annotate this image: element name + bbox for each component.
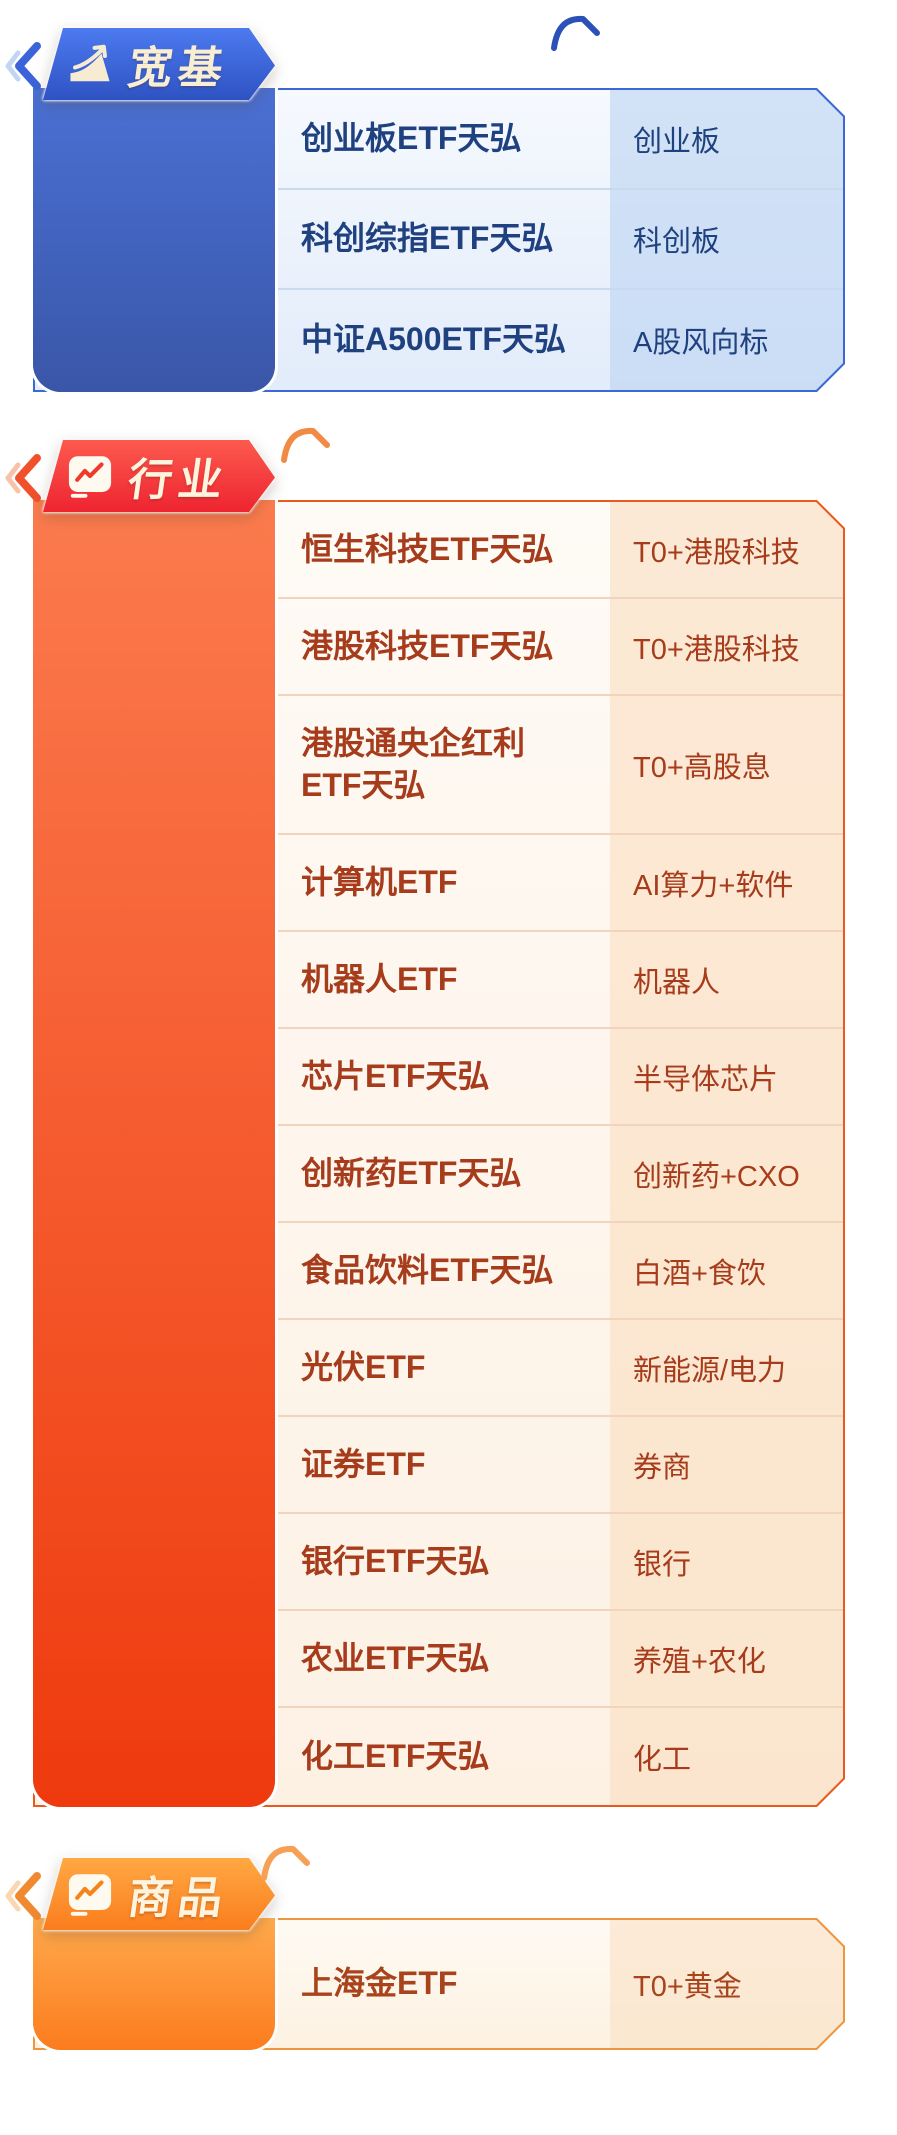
etf-tag: 化工 [633, 1743, 692, 1776]
section-title: 行业 [124, 456, 232, 505]
line-chart-icon [67, 1871, 113, 1917]
etf-name: 创业板ETF天弘 [275, 90, 610, 190]
etf-name: 科创综指ETF天弘 [275, 190, 610, 290]
double-chevron-decoration [5, 454, 41, 502]
section-badge: 宽基 [33, 28, 275, 100]
code-column-background [33, 500, 275, 1807]
tag-column-tint [610, 90, 843, 390]
section-table-frame: 159977 创业板ETF天弘 创业板 589860 科创综指ETF天弘 科创板… [33, 88, 845, 392]
section-header: 行业 [5, 427, 845, 512]
tag-column-tint [610, 1920, 843, 2048]
section-header: 宽基 [5, 15, 845, 100]
etf-name: 芯片ETF天弘 [275, 1029, 610, 1126]
etf-name: 创新药ETF天弘 [275, 1126, 610, 1223]
etf-name: 港股科技ETF天弘 [275, 599, 610, 696]
etf-name: 上海金ETF [301, 1965, 458, 2002]
etf-name: 恒生科技ETF天弘 [275, 502, 610, 599]
corner-hook-decoration [551, 15, 600, 51]
etf-section-broad: 宽基 159977 创业板ETF天弘 创业板 589860 科创综指ETF天弘 … [5, 15, 845, 392]
section-table-frame: 159830 上海金ETF T0+黄金 [33, 1918, 845, 2050]
etf-tag: 半导体芯片 [610, 1029, 843, 1126]
etf-tag: 机器人 [610, 932, 843, 1029]
etf-tag: 新能源/电力 [610, 1320, 843, 1417]
section-badge: 行业 [33, 440, 275, 512]
etf-section-commodity: 商品 159830 上海金ETF T0+黄金 [5, 1845, 845, 2050]
etf-tag: 券商 [610, 1417, 843, 1514]
etf-tag: 创新药+CXO [610, 1126, 843, 1223]
line-chart-icon [67, 453, 113, 499]
section-title: 宽基 [124, 44, 232, 93]
etf-name: 中证A500ETF天弘 [301, 321, 566, 358]
trend-up-icon [67, 41, 113, 87]
section-table-frame: 520920 恒生科技ETF天弘 T0+港股科技 159128 港股科技ETF天… [33, 500, 845, 1807]
section-table: 159977 创业板ETF天弘 创业板 589860 科创综指ETF天弘 科创板… [35, 90, 843, 390]
code-column-background [33, 1918, 275, 2050]
etf-name: 证券ETF [275, 1417, 610, 1514]
etf-name: 港股通央企红利ETF天弘 [275, 696, 610, 835]
etf-name: 银行ETF天弘 [275, 1514, 610, 1611]
etf-name: 机器人ETF [275, 932, 610, 1029]
etf-tag: A股风向标 [633, 327, 769, 359]
etf-tag: 银行 [610, 1514, 843, 1611]
etf-tag: T0+高股息 [610, 696, 843, 835]
etf-tag: 养殖+农化 [610, 1611, 843, 1708]
etf-tag: T0+港股科技 [610, 502, 843, 599]
etf-name: 农业ETF天弘 [275, 1611, 610, 1708]
etf-tag: T0+黄金 [633, 1971, 742, 2003]
corner-hook-decoration [281, 427, 330, 463]
section-badge: 商品 [33, 1858, 275, 1930]
etf-tag: 创业板 [610, 90, 843, 190]
etf-tag: 白酒+食饮 [610, 1223, 843, 1320]
tag-column-tint [610, 502, 843, 1805]
etf-tag: T0+港股科技 [610, 599, 843, 696]
code-column-background [33, 88, 275, 392]
etf-tag: 科创板 [610, 190, 843, 290]
corner-hook-decoration [261, 1845, 310, 1881]
double-chevron-decoration [5, 1872, 41, 1920]
etf-name: 光伏ETF [275, 1320, 610, 1417]
etf-tag: AI算力+软件 [610, 835, 843, 932]
etf-name: 食品饮料ETF天弘 [275, 1223, 610, 1320]
etf-name: 化工ETF天弘 [301, 1737, 490, 1774]
etf-section-industry: 行业 520920 恒生科技ETF天弘 T0+港股科技 159128 港股科技E… [5, 427, 845, 1807]
double-chevron-decoration [5, 42, 41, 90]
section-header: 商品 [5, 1845, 845, 1930]
section-title: 商品 [124, 1874, 232, 1923]
etf-name: 计算机ETF [275, 835, 610, 932]
